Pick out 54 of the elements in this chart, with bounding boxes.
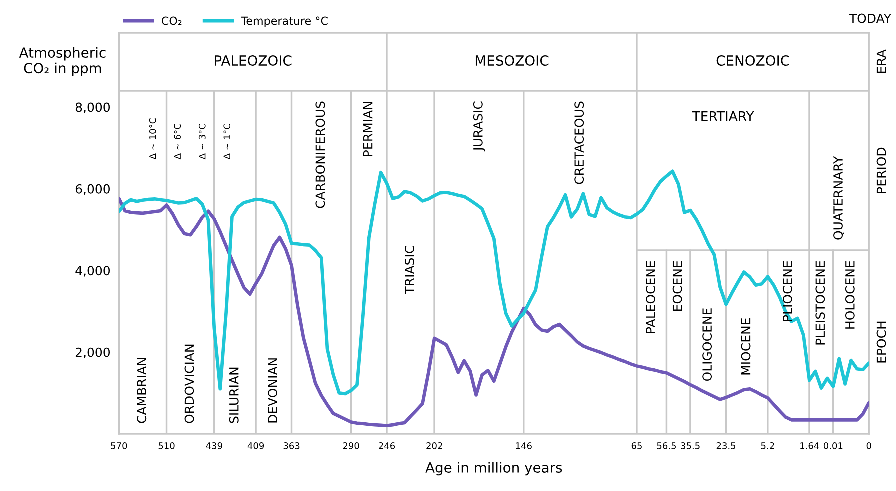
band-label: QUATERNARY xyxy=(834,156,844,240)
text: PERIOD xyxy=(876,148,886,194)
band-label: MIOCENE xyxy=(741,318,751,375)
legend-label: Temperature °C xyxy=(241,16,328,28)
x-tick-label: 1.64 xyxy=(800,442,820,450)
x-axis-title: Age in million years xyxy=(426,462,562,476)
annotation: Δ ~ 6°C xyxy=(174,124,182,160)
band-label: ORDOVICIAN xyxy=(184,344,194,424)
x-tick-label: 0.01 xyxy=(824,442,843,450)
band-label: CARBONIFEROUS xyxy=(316,102,326,208)
x-tick-label: 246 xyxy=(379,442,396,450)
band-label: EOCENE xyxy=(672,261,682,311)
x-tick-label: 56.5 xyxy=(657,442,676,450)
x-tick-label: 0 xyxy=(866,442,872,450)
band-label: HOLOCENE xyxy=(845,261,855,329)
legend-label: CO₂ xyxy=(162,16,182,26)
x-tick-label: 409 xyxy=(248,442,264,450)
band-label: SILURIAN xyxy=(229,368,239,424)
x-tick-label: 35.5 xyxy=(681,442,700,450)
band-label: DEVONIAN xyxy=(268,358,278,423)
x-tick-label: 290 xyxy=(343,442,360,450)
annotation: Δ ~ 1°C xyxy=(224,124,231,160)
x-tick-label: 65 xyxy=(632,442,642,450)
x-tick-label: 202 xyxy=(426,442,442,450)
x-tick-label: 23.5 xyxy=(716,442,736,450)
text: EPOCH xyxy=(876,322,886,363)
band-label: OLIGOCENE xyxy=(702,308,712,382)
y-tick-label: 4,000 xyxy=(76,266,110,277)
x-tick-label: 570 xyxy=(111,442,128,450)
annotation: Δ ~ 3°C xyxy=(198,124,206,160)
x-tick-label: 510 xyxy=(158,442,175,450)
y-tick-label: 8,000 xyxy=(76,102,110,114)
band-label: CENOZOIC xyxy=(716,56,790,66)
band-label: PLIOCENE xyxy=(782,261,792,322)
band-label: CRETACEOUS xyxy=(574,102,584,184)
x-tick-label: 439 xyxy=(206,442,222,450)
band-label: PLEISTOCENE xyxy=(816,261,826,345)
text: ERA xyxy=(876,50,886,74)
x-tick-label: 363 xyxy=(284,442,300,450)
band-label: PERMIAN xyxy=(363,102,373,156)
y-tick-label: 6,000 xyxy=(76,184,110,196)
text: TODAY xyxy=(849,14,892,24)
band-label: PALEOCENE xyxy=(646,261,656,334)
band-label: MESOZOIC xyxy=(476,56,549,66)
y-tick-label: 2,000 xyxy=(76,348,110,359)
x-tick-label: 5.2 xyxy=(761,442,774,450)
annotation: Δ ~ 10°C xyxy=(149,118,156,160)
y-axis-title: Atmospheric CO₂ in ppm xyxy=(19,47,106,76)
band-label: TRIASIC xyxy=(404,246,414,294)
band-label: JURASIC xyxy=(473,102,486,152)
band-label: TERTIARY xyxy=(692,112,754,122)
band-label: PALEOZOIC xyxy=(215,56,292,66)
x-tick-label: 146 xyxy=(516,442,532,450)
band-label: CAMBRIAN xyxy=(137,358,147,424)
